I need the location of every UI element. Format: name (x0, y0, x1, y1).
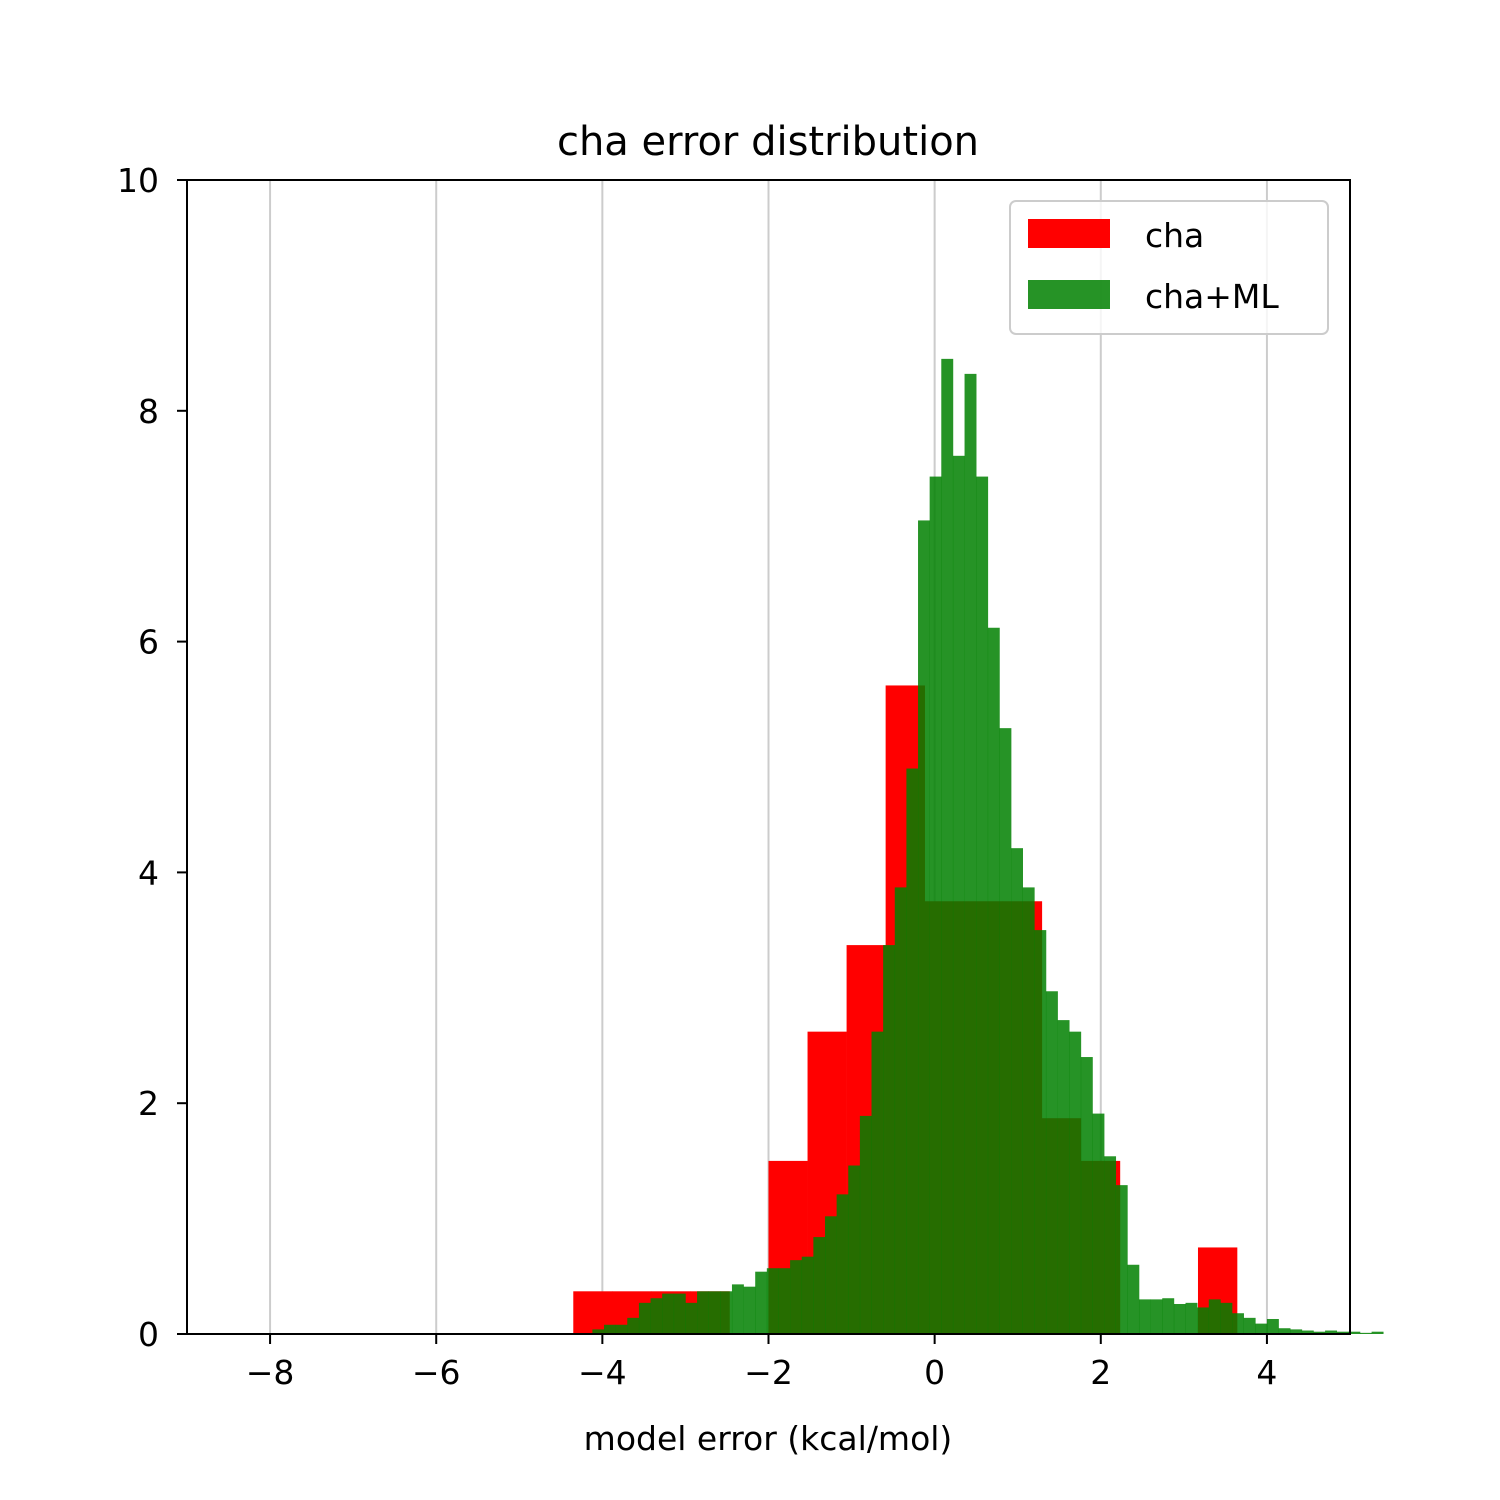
histogram-bar (790, 1260, 803, 1334)
histogram-bar (1243, 1317, 1256, 1334)
histogram-bar (848, 1165, 861, 1334)
histogram-bar (1057, 1020, 1070, 1334)
histogram-bar (1278, 1328, 1291, 1334)
legend-swatch-cha (1028, 219, 1110, 248)
histogram-bar (871, 1031, 884, 1334)
histogram-bar (1313, 1331, 1326, 1334)
histogram-bar (1080, 1057, 1093, 1334)
legend-swatch-cha-ml (1028, 280, 1110, 309)
x-tick-label: 4 (1256, 1353, 1277, 1392)
histogram-bar (662, 1293, 675, 1334)
histogram-bar (1348, 1331, 1361, 1334)
histogram-bar (1255, 1323, 1268, 1334)
histogram-bar (1290, 1329, 1303, 1334)
x-tick-label: 2 (1090, 1353, 1111, 1392)
histogram-bar (1359, 1332, 1372, 1334)
x-tick-label: −2 (744, 1353, 793, 1392)
histogram-bar (918, 520, 930, 1334)
series-cha-ml (592, 358, 1384, 1334)
histogram-bar (1127, 1264, 1140, 1334)
histogram-bar (976, 476, 989, 1334)
histogram-bar (604, 1324, 616, 1334)
histogram-bar (894, 887, 907, 1334)
histogram-bar (801, 1256, 814, 1334)
x-tick-label: −4 (578, 1353, 627, 1392)
y-tick-label: 2 (138, 1084, 159, 1123)
histogram-bar (743, 1286, 756, 1334)
histogram-bar (824, 1216, 837, 1334)
y-tick-label: 4 (138, 853, 159, 892)
histogram-bars (573, 358, 1384, 1334)
histogram-bar (592, 1329, 605, 1334)
histogram-bar (964, 373, 977, 1334)
histogram-bar (883, 945, 896, 1334)
histogram-bar (627, 1317, 640, 1334)
histogram-bar (1197, 1307, 1210, 1334)
histogram-bar (1220, 1302, 1233, 1334)
histogram-bar (755, 1271, 768, 1334)
histogram-bar (731, 1284, 744, 1334)
histogram-bar (1022, 887, 1035, 1334)
histogram-bar (1115, 1185, 1128, 1334)
histogram-bar (813, 1237, 826, 1334)
histogram-bar (1371, 1331, 1384, 1334)
histogram-bar (1208, 1299, 1221, 1334)
legend-label-cha: cha (1145, 216, 1204, 255)
histogram-bar (766, 1268, 779, 1334)
histogram-bar (1150, 1299, 1163, 1334)
histogram-bar (1092, 1113, 1105, 1334)
histogram-bar (859, 1115, 872, 1334)
histogram-bar (1045, 991, 1058, 1334)
histogram-bar (1336, 1331, 1349, 1334)
axis-ticks: −8 −6 −4 −2 0 2 4 0 2 4 6 8 10 (117, 161, 1277, 1392)
histogram-bar (1185, 1302, 1198, 1334)
histogram-bar (1301, 1330, 1314, 1334)
histogram-bar (1104, 1156, 1117, 1334)
histogram-bar (1138, 1299, 1151, 1334)
histogram-bar (650, 1298, 663, 1334)
histogram-bar (720, 1291, 733, 1334)
x-axis-label: model error (kcal/mol) (584, 1419, 953, 1458)
histogram-bar (906, 768, 919, 1334)
histogram-bar (673, 1293, 686, 1334)
histogram-bar (1011, 848, 1023, 1334)
histogram-bar (952, 455, 965, 1334)
histogram-bar (999, 728, 1012, 1334)
histogram-bar (1173, 1303, 1186, 1334)
y-tick-label: 6 (138, 623, 159, 662)
legend: cha cha+ML (1009, 200, 1329, 335)
histogram-bar (836, 1194, 849, 1334)
chart-title: cha error distribution (557, 119, 979, 165)
histogram-bar (1034, 930, 1047, 1334)
histogram-bar (929, 476, 942, 1334)
histogram-bar (1325, 1330, 1338, 1334)
x-tick-label: −6 (412, 1353, 461, 1392)
legend-label-cha-ml: cha+ML (1145, 277, 1279, 316)
histogram-bar (615, 1324, 628, 1334)
histogram-bar (708, 1291, 721, 1334)
histogram-bar (1266, 1318, 1279, 1334)
histogram-bar (638, 1302, 651, 1334)
y-tick-label: 0 (138, 1315, 159, 1354)
y-tick-label: 8 (138, 392, 159, 431)
histogram-bar (941, 358, 954, 1334)
histogram-bar (778, 1268, 791, 1334)
x-tick-label: −8 (246, 1353, 295, 1392)
x-tick-label: 0 (924, 1353, 945, 1392)
histogram-bar (1232, 1313, 1244, 1334)
histogram-bar (987, 627, 1000, 1334)
histogram-bar (1069, 1031, 1082, 1334)
histogram-bar (685, 1302, 698, 1334)
histogram-bar (1162, 1298, 1175, 1334)
y-tick-label: 10 (117, 161, 159, 200)
histogram-bar (697, 1291, 709, 1334)
